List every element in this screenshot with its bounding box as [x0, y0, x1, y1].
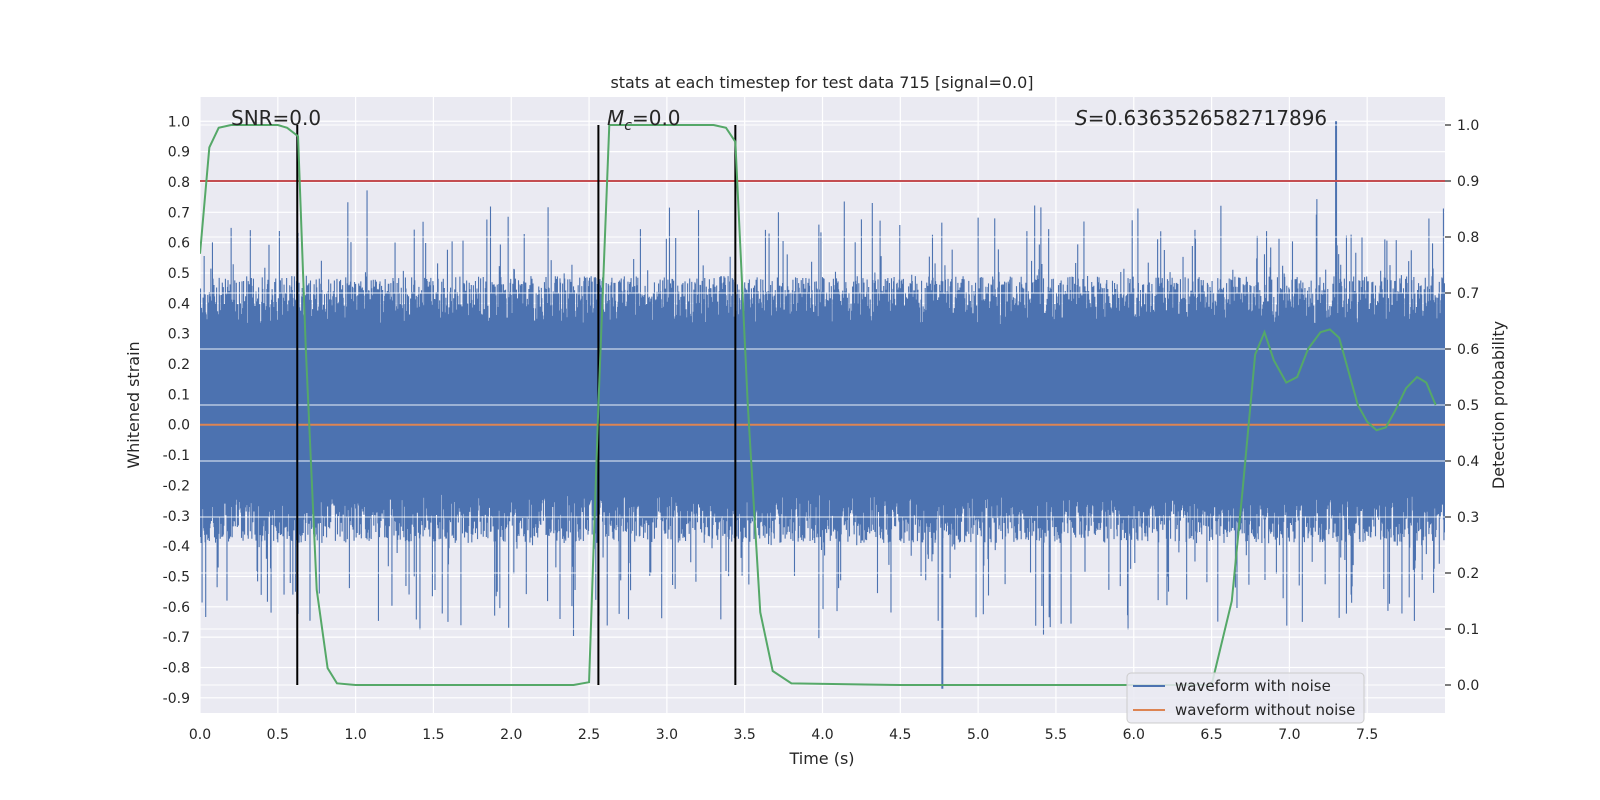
series-waveform-with-noise — [200, 121, 1445, 689]
y-tick-label: -0.4 — [163, 539, 190, 555]
y2-tick-label: 1.0 — [1457, 118, 1479, 134]
chirp-mass-subscript: c — [624, 118, 632, 134]
y2-tick-label: 0.1 — [1457, 622, 1479, 638]
y-tick-label: -0.5 — [163, 569, 190, 585]
series-detection-probability — [200, 124, 1437, 686]
y2-tick-label: 0.4 — [1457, 454, 1479, 470]
y-tick-label: 0.2 — [168, 357, 190, 373]
y-tick-label: -0.9 — [163, 691, 190, 707]
x-tick-label: 7.5 — [1356, 727, 1378, 743]
score-symbol: S — [1075, 106, 1088, 130]
y2-tick-label: 0.2 — [1457, 566, 1479, 582]
x-tick-label: 2.5 — [578, 727, 600, 743]
chirp-mass-value: =0.0 — [632, 106, 681, 130]
y-tick-label: -0.6 — [163, 600, 190, 616]
annotation-chirp-mass: Mc=0.0 — [607, 106, 681, 134]
y2-tick-label: 0.3 — [1457, 510, 1479, 526]
x-tick-label: 0.5 — [267, 727, 289, 743]
y-tick-label: 0.4 — [168, 296, 190, 312]
y-tick-label: -0.1 — [163, 448, 190, 464]
chart-title: stats at each timestep for test data 715… — [610, 73, 1033, 92]
x-tick-label: 2.0 — [500, 727, 522, 743]
y-axis-ticks: 1.0 0.9 0.8 0.7 0.6 0.5 0.4 0.3 0.2 0.1 0.0 -0.1 -0.… — [163, 114, 190, 707]
series-extra-layer — [200, 124, 1445, 686]
legend-label-waveform-with-noise: waveform with noise — [1175, 677, 1331, 695]
annotation-score: S=0.6363526582717896 — [1075, 106, 1327, 130]
x-tick-label: 3.5 — [734, 727, 756, 743]
x-tick-label: 5.5 — [1045, 727, 1067, 743]
y2-axis-label: Detection probability — [1489, 321, 1508, 489]
y2-tick-label: 0.9 — [1457, 174, 1479, 190]
y-tick-label: -0.2 — [163, 478, 190, 494]
y-tick-label: -0.3 — [163, 509, 190, 525]
y2-axis-ticks: 1.0 0.9 0.8 0.7 0.6 0.5 0.4 0.3 0.2 0.1 0.0 — [1445, 118, 1479, 694]
y-tick-label: 0.5 — [168, 266, 190, 282]
x-tick-label: 0.0 — [189, 727, 211, 743]
noise-core-band — [200, 324, 1445, 495]
x-tick-label: 4.5 — [889, 727, 911, 743]
y-tick-label: 0.6 — [168, 236, 190, 252]
y-tick-label: -0.8 — [163, 660, 190, 676]
y2-tick-label: 0.8 — [1457, 230, 1479, 246]
x-tick-label: 6.5 — [1200, 727, 1222, 743]
legend: waveform with noise waveform without noi… — [1126, 672, 1365, 724]
legend-label-waveform-without-noise: waveform without noise — [1175, 701, 1355, 719]
score-value: =0.6363526582717896 — [1088, 106, 1327, 130]
x-axis-label: Time (s) — [788, 749, 854, 768]
y-tick-label: 0.8 — [168, 175, 190, 191]
y2-tick-label: 0.7 — [1457, 286, 1479, 302]
y-tick-label: 0.7 — [168, 205, 190, 221]
x-tick-label: 5.0 — [967, 727, 989, 743]
x-tick-label: 6.0 — [1123, 727, 1145, 743]
chirp-mass-symbol: M — [607, 106, 624, 130]
y-axis-label: Whitened strain — [124, 341, 143, 468]
y-tick-label: 0.1 — [168, 387, 190, 403]
y-tick-label: 0.3 — [168, 327, 190, 343]
y-tick-label: 1.0 — [168, 114, 190, 130]
legend-box — [1126, 672, 1365, 724]
y-tick-label: 0.9 — [168, 145, 190, 161]
annotation-snr: SNR=0.0 — [231, 106, 321, 130]
y-tick-label: -0.7 — [163, 630, 190, 646]
x-tick-label: 1.0 — [344, 727, 366, 743]
y2-tick-label: 0.0 — [1457, 678, 1479, 694]
y2-tick-label: 0.5 — [1457, 398, 1479, 414]
x-tick-label: 4.0 — [811, 727, 833, 743]
x-axis-ticks: 0.0 0.5 1.0 1.5 2.0 2.5 3.0 3.5 4.0 4.5 5.0 5.5 6.0 6… — [189, 727, 1378, 743]
x-tick-label: 3.0 — [656, 727, 678, 743]
y-tick-label: 0.0 — [168, 418, 190, 434]
x-tick-label: 7.0 — [1278, 727, 1300, 743]
y2-tick-label: 0.6 — [1457, 342, 1479, 358]
x-tick-label: 1.5 — [422, 727, 444, 743]
